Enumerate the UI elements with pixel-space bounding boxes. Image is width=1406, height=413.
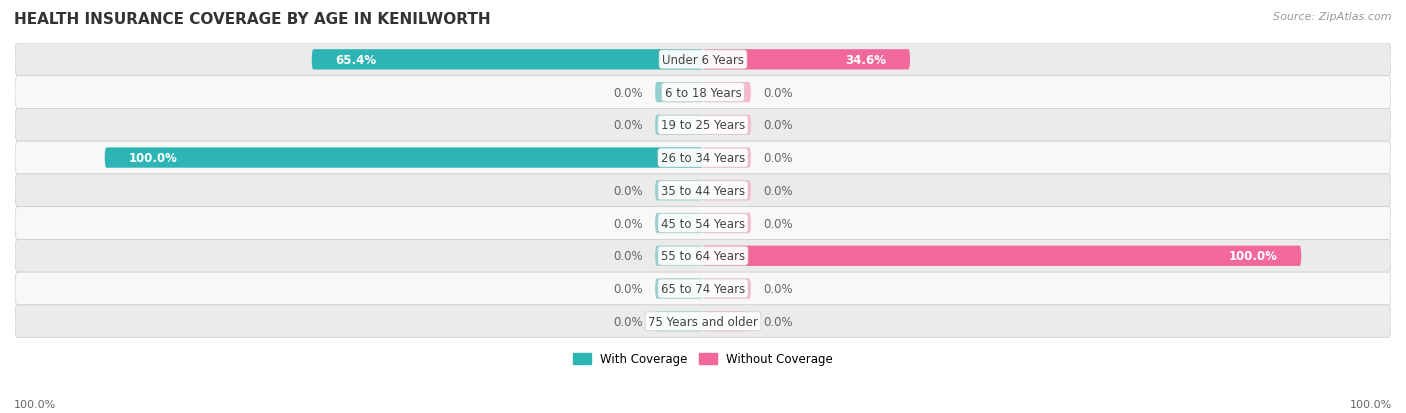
- FancyBboxPatch shape: [15, 273, 1391, 305]
- Text: 0.0%: 0.0%: [613, 217, 643, 230]
- FancyBboxPatch shape: [655, 214, 703, 234]
- Text: 75 Years and older: 75 Years and older: [648, 315, 758, 328]
- FancyBboxPatch shape: [703, 311, 751, 332]
- FancyBboxPatch shape: [15, 44, 1391, 76]
- Text: 0.0%: 0.0%: [763, 86, 793, 100]
- Text: 0.0%: 0.0%: [763, 315, 793, 328]
- Text: 0.0%: 0.0%: [613, 282, 643, 295]
- Text: 0.0%: 0.0%: [613, 184, 643, 197]
- Text: Under 6 Years: Under 6 Years: [662, 54, 744, 66]
- FancyBboxPatch shape: [703, 50, 910, 70]
- FancyBboxPatch shape: [655, 83, 703, 103]
- FancyBboxPatch shape: [703, 214, 751, 234]
- Legend: With Coverage, Without Coverage: With Coverage, Without Coverage: [568, 348, 838, 370]
- Text: 100.0%: 100.0%: [129, 152, 177, 165]
- Text: HEALTH INSURANCE COVERAGE BY AGE IN KENILWORTH: HEALTH INSURANCE COVERAGE BY AGE IN KENI…: [14, 12, 491, 27]
- Text: 100.0%: 100.0%: [14, 399, 56, 409]
- Text: 0.0%: 0.0%: [763, 282, 793, 295]
- FancyBboxPatch shape: [703, 115, 751, 135]
- FancyBboxPatch shape: [703, 246, 1302, 266]
- FancyBboxPatch shape: [15, 207, 1391, 240]
- FancyBboxPatch shape: [703, 279, 751, 299]
- Text: Source: ZipAtlas.com: Source: ZipAtlas.com: [1274, 12, 1392, 22]
- Text: 19 to 25 Years: 19 to 25 Years: [661, 119, 745, 132]
- Text: 35 to 44 Years: 35 to 44 Years: [661, 184, 745, 197]
- Text: 65 to 74 Years: 65 to 74 Years: [661, 282, 745, 295]
- FancyBboxPatch shape: [312, 50, 703, 70]
- FancyBboxPatch shape: [15, 76, 1391, 109]
- Text: 0.0%: 0.0%: [613, 250, 643, 263]
- FancyBboxPatch shape: [104, 148, 703, 169]
- FancyBboxPatch shape: [703, 83, 751, 103]
- Text: 100.0%: 100.0%: [1229, 250, 1277, 263]
- FancyBboxPatch shape: [655, 279, 703, 299]
- FancyBboxPatch shape: [655, 115, 703, 135]
- Text: 0.0%: 0.0%: [763, 184, 793, 197]
- Text: 0.0%: 0.0%: [613, 119, 643, 132]
- FancyBboxPatch shape: [15, 305, 1391, 338]
- Text: 0.0%: 0.0%: [613, 86, 643, 100]
- Text: 0.0%: 0.0%: [763, 119, 793, 132]
- FancyBboxPatch shape: [15, 175, 1391, 207]
- FancyBboxPatch shape: [655, 311, 703, 332]
- Text: 45 to 54 Years: 45 to 54 Years: [661, 217, 745, 230]
- FancyBboxPatch shape: [703, 148, 751, 169]
- Text: 65.4%: 65.4%: [336, 54, 377, 66]
- FancyBboxPatch shape: [655, 246, 703, 266]
- FancyBboxPatch shape: [15, 240, 1391, 273]
- FancyBboxPatch shape: [15, 109, 1391, 142]
- FancyBboxPatch shape: [655, 181, 703, 201]
- Text: 6 to 18 Years: 6 to 18 Years: [665, 86, 741, 100]
- Text: 26 to 34 Years: 26 to 34 Years: [661, 152, 745, 165]
- FancyBboxPatch shape: [703, 181, 751, 201]
- FancyBboxPatch shape: [15, 142, 1391, 175]
- Text: 55 to 64 Years: 55 to 64 Years: [661, 250, 745, 263]
- Text: 0.0%: 0.0%: [763, 152, 793, 165]
- Text: 34.6%: 34.6%: [845, 54, 886, 66]
- Text: 0.0%: 0.0%: [763, 217, 793, 230]
- Text: 0.0%: 0.0%: [613, 315, 643, 328]
- Text: 100.0%: 100.0%: [1350, 399, 1392, 409]
